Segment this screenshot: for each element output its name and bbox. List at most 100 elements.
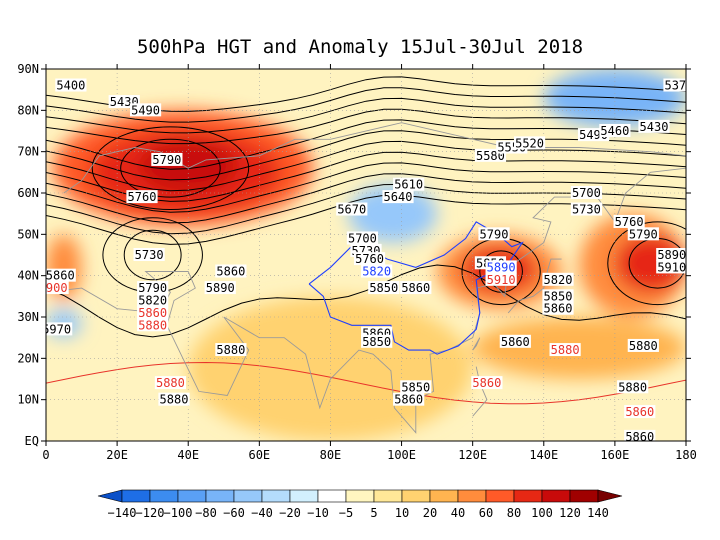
- contour-label-text: 5860: [216, 265, 245, 279]
- y-tick-label: 90N: [17, 62, 39, 76]
- contour-label: 5880: [617, 380, 649, 394]
- map-plot-area: 5400543054905790576057305860589057905820…: [39, 68, 687, 442]
- colorbar-segment: [569, 489, 599, 503]
- contour-label: 5850: [400, 380, 432, 394]
- contour-label-text: 5880: [551, 343, 580, 357]
- colorbar-segment: [261, 489, 291, 503]
- y-tick-label: 40N: [17, 269, 39, 283]
- contour-label-text: 5880: [216, 343, 245, 357]
- contour-label: 5760: [126, 190, 158, 204]
- contour-label-text: 5860: [138, 306, 167, 320]
- contour-label-text: 5760: [355, 252, 384, 266]
- contour-label-text: 5520: [515, 136, 544, 150]
- contour-label-text: 5460: [600, 124, 629, 138]
- contour-label-bg: [624, 429, 656, 441]
- contour-label: 5890: [656, 248, 686, 262]
- contour-label-text: 5900: [39, 281, 68, 295]
- contour-label: 5460: [599, 124, 631, 138]
- contour-label-bg: [393, 177, 425, 191]
- contour-label-bg: [336, 202, 368, 216]
- contour-label-bg: [638, 119, 670, 133]
- contour-label-bg: [485, 260, 517, 274]
- contour-label-text: 5880: [160, 393, 189, 407]
- contour-label: 5850: [361, 334, 393, 349]
- contour-label-text: 5880: [156, 376, 185, 390]
- contour-label-bg: [485, 272, 517, 286]
- contour-label: 5490: [129, 103, 162, 117]
- contour-label: 5890: [485, 260, 517, 274]
- coastline: [472, 337, 481, 351]
- colorbar-segment: [345, 489, 375, 503]
- contour-label: 5860: [624, 405, 656, 419]
- x-tick-label: 120E: [458, 448, 487, 462]
- contour-label: 5730: [570, 202, 603, 217]
- contour-label-text: 5700: [572, 186, 601, 200]
- contour-label-bg: [570, 186, 603, 199]
- contour-label-bg: [361, 334, 393, 348]
- contour-label: 5900: [39, 281, 69, 295]
- y-tick-label: 60N: [17, 186, 39, 200]
- colorbar-segment: [121, 489, 151, 503]
- contour-label: 5430: [638, 119, 670, 134]
- contour-label-bg: [129, 103, 162, 117]
- colorbar-label: 60: [479, 506, 493, 520]
- colorbar-segment: [317, 489, 347, 503]
- colorbar-label: −20: [279, 506, 301, 520]
- colorbar-label: −10: [307, 506, 329, 520]
- colorbar-segment: [541, 489, 571, 503]
- y-tick-label: 70N: [17, 145, 39, 159]
- contour-label: 5860: [393, 392, 425, 407]
- coastline: [472, 366, 488, 417]
- contour-label-text: 5850: [544, 289, 573, 303]
- contour-label: 5790: [151, 152, 183, 167]
- contour-label-bg: [46, 268, 76, 282]
- contour-label-text: 5860: [544, 302, 573, 316]
- contour-label-bg: [627, 227, 659, 241]
- contour-label-text: 5860: [401, 281, 430, 295]
- chart-title: 500hPa HGT and Anomaly 15Jul-30Jul 2018: [136, 36, 584, 58]
- coastline: [46, 167, 686, 434]
- contour-loop: [123, 229, 182, 281]
- contour-label-text: 5790: [138, 281, 167, 295]
- contour-label-bg: [346, 231, 379, 245]
- contour-label-bg: [627, 338, 659, 352]
- contour-label: 5880: [137, 318, 169, 332]
- contour-label-text: 5880: [138, 318, 167, 332]
- colorbar-segment: [205, 489, 235, 503]
- contour-loop: [91, 126, 250, 211]
- contour-label-text: 5790: [629, 227, 658, 241]
- contour-loop: [120, 138, 221, 198]
- contour-label: 5790: [627, 227, 659, 241]
- contour-label-text: 5820: [544, 273, 573, 287]
- anomaly-region: [188, 296, 473, 441]
- contour-label-bg: [151, 152, 183, 166]
- colorbar-arrow-left: [97, 489, 123, 503]
- contour-label-bg: [400, 380, 432, 394]
- contour-label-bg: [599, 124, 631, 137]
- y-tick-label: 20N: [17, 351, 39, 365]
- contour-label: 5790: [478, 227, 510, 241]
- contour-label: 5860: [624, 429, 656, 441]
- colorbar-segment: [429, 489, 459, 503]
- contour-label: 5730: [133, 248, 165, 262]
- colorbar-label: 80: [507, 506, 521, 520]
- contour-label: 5820: [137, 293, 169, 307]
- contour-label: 5520: [513, 136, 546, 150]
- contour-labels: 5400543054905790576057305860589057905820…: [39, 78, 686, 441]
- contour-label-text: 5820: [138, 293, 167, 307]
- colorbar-label: −100: [164, 506, 193, 520]
- contour-label-bg: [393, 392, 425, 406]
- contour-label-bg: [137, 318, 169, 332]
- contour-label-text: 5820: [362, 265, 391, 279]
- contour-label-bg: [382, 190, 414, 204]
- contour-label-bg: [353, 252, 386, 266]
- contour-label-bg: [400, 281, 432, 295]
- contour-label: 5880: [154, 376, 187, 390]
- contour-label: 5890: [204, 281, 236, 295]
- x-tick-label: 80E: [320, 448, 342, 462]
- colorbar-segment: [373, 489, 403, 503]
- contour-label: 5760: [353, 252, 386, 266]
- contour-label-bg: [46, 281, 69, 295]
- y-tick-label: 10N: [17, 393, 39, 407]
